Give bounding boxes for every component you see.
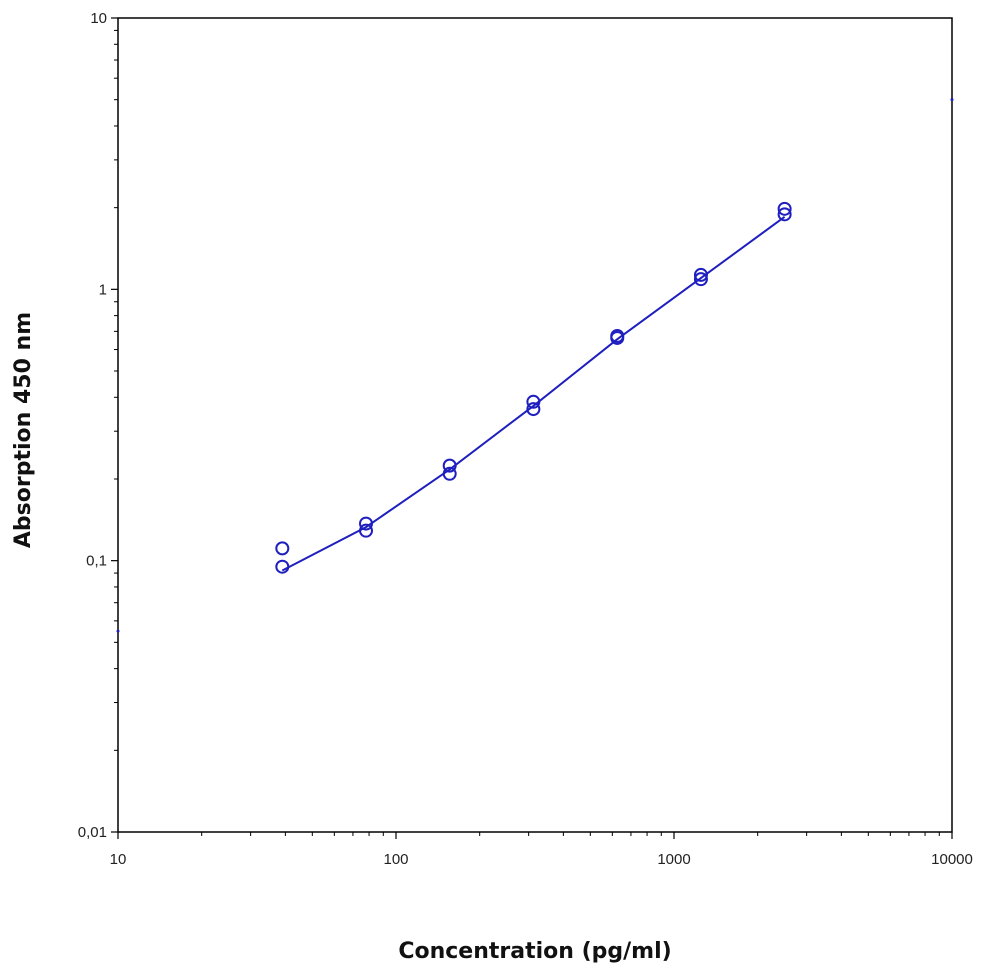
x-axis-title: Concentration (pg/ml) bbox=[398, 939, 671, 964]
data-point bbox=[610, 330, 625, 345]
y-tick-label: 1 bbox=[99, 281, 107, 298]
data-point bbox=[693, 272, 708, 287]
data-points bbox=[116, 98, 954, 633]
fit-curve bbox=[281, 215, 786, 572]
fit-curve-group bbox=[281, 215, 786, 572]
data-point bbox=[359, 516, 374, 531]
x-tick-label: 10000 bbox=[931, 851, 973, 868]
data-point bbox=[693, 267, 708, 282]
data-point bbox=[526, 402, 541, 417]
y-tick-label: 0,01 bbox=[78, 824, 107, 841]
x-tick-label: 100 bbox=[383, 851, 408, 868]
edge-marker bbox=[950, 98, 954, 102]
data-point bbox=[442, 466, 457, 481]
plot-border bbox=[117, 17, 953, 833]
data-point bbox=[777, 207, 792, 222]
data-point bbox=[777, 201, 792, 216]
data-point bbox=[526, 394, 541, 409]
plot-frame bbox=[117, 17, 953, 833]
x-tick-label: 1000 bbox=[657, 851, 690, 868]
y-tick-label: 0,1 bbox=[86, 553, 107, 570]
data-point bbox=[359, 523, 374, 538]
edge-marker bbox=[116, 629, 120, 633]
axis-ticks: 10 100 1000 10000 0,01 0,1 1 10 bbox=[78, 10, 973, 868]
data-point bbox=[275, 559, 290, 574]
x-tick-label: 10 bbox=[110, 851, 127, 868]
data-point bbox=[275, 541, 290, 556]
y-axis-title: Absorption 450 nm bbox=[11, 312, 36, 548]
y-tick-label: 10 bbox=[90, 10, 107, 27]
data-point bbox=[442, 458, 457, 473]
